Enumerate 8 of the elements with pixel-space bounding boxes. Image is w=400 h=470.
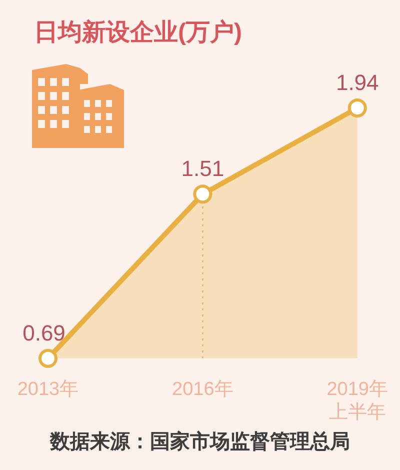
x-tick-label: 2019年上半年 bbox=[326, 379, 388, 423]
x-tick-label: 2016年 bbox=[172, 379, 234, 400]
x-tick-label: 2013年 bbox=[17, 379, 79, 400]
data-label: 1.94 bbox=[336, 70, 379, 96]
annotation: 数据来源：国家市场监督管理总局 bbox=[48, 430, 351, 455]
data-label: 1.51 bbox=[181, 156, 224, 182]
data-label: 0.69 bbox=[22, 320, 66, 346]
chart-title: 日均新设企业(万户) bbox=[34, 18, 242, 48]
